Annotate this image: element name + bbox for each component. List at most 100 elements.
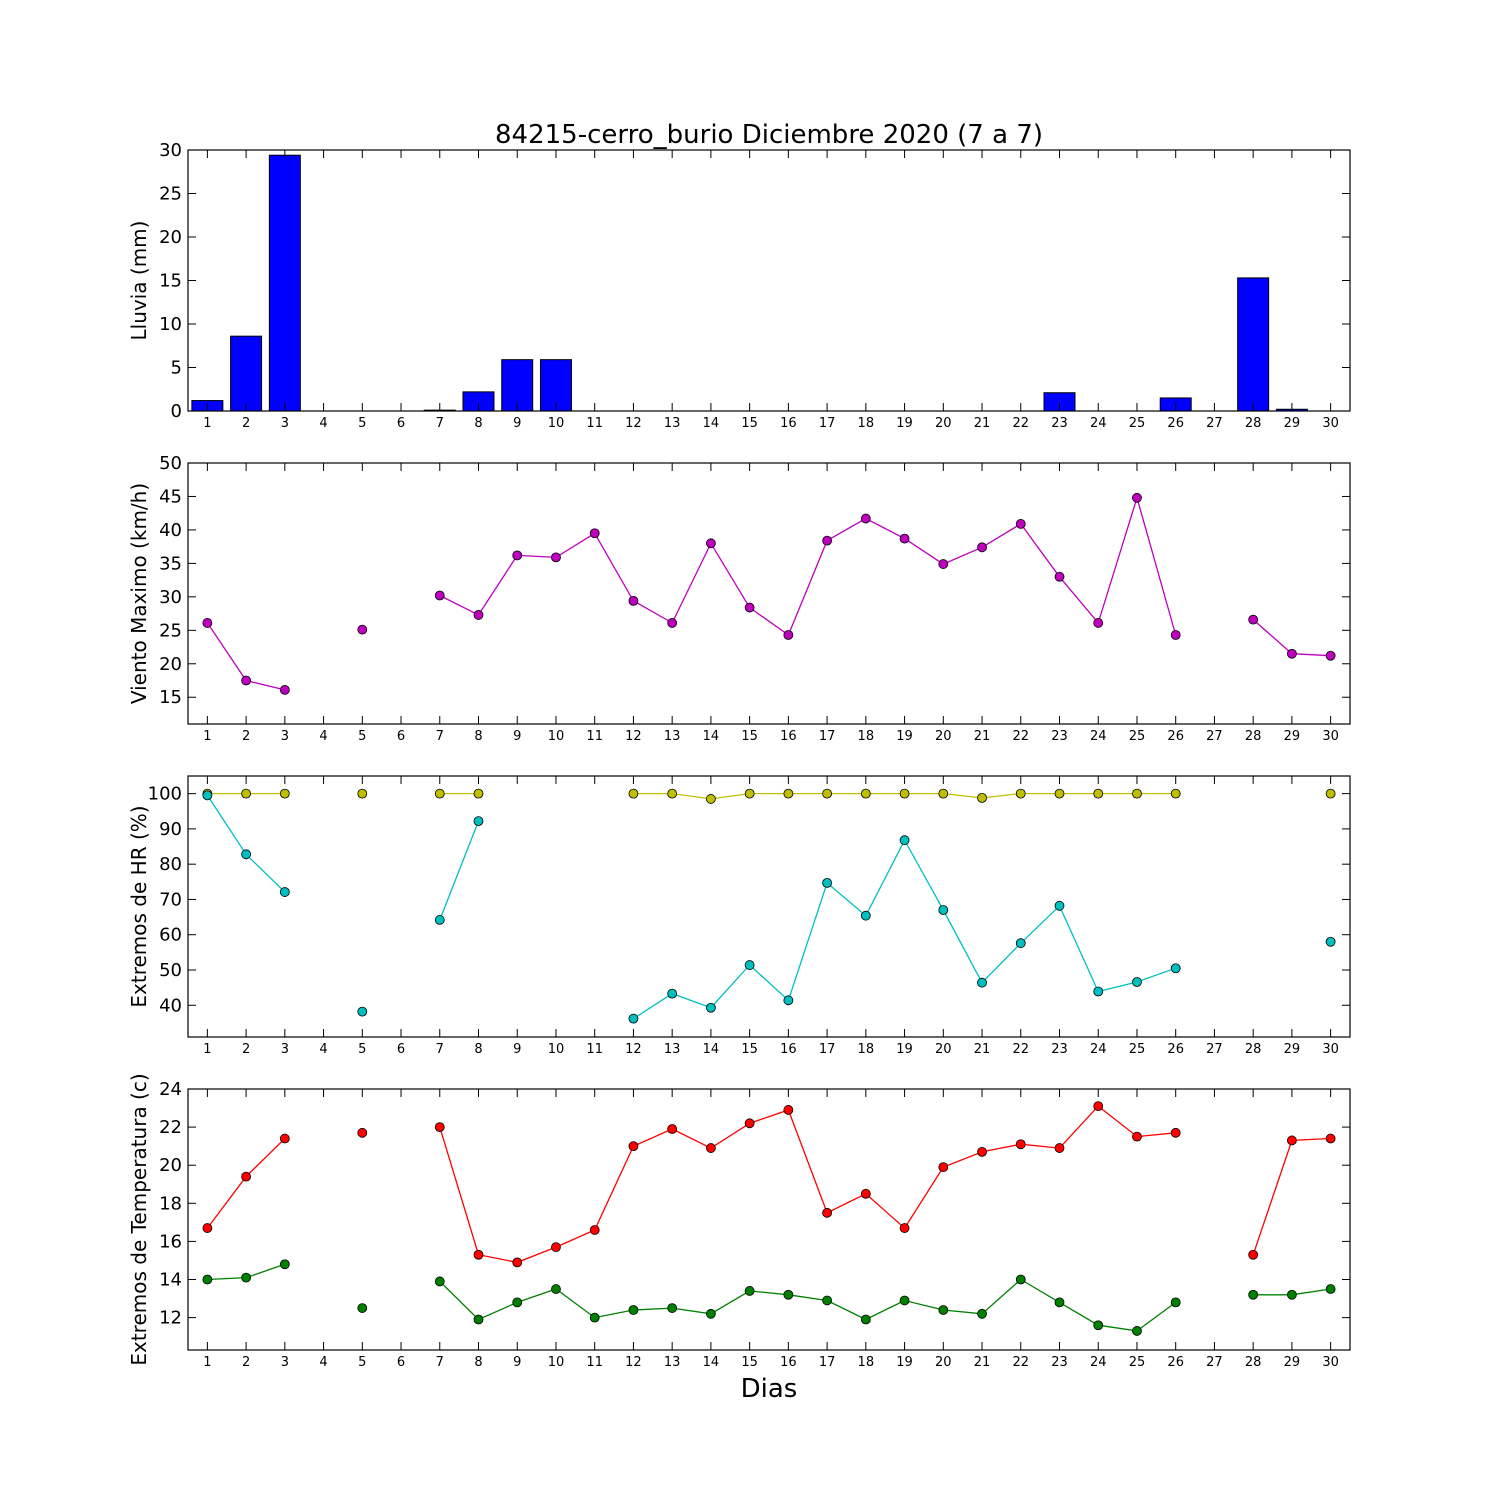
y-tick-label: 90 bbox=[159, 819, 182, 840]
x-tick-label: 13 bbox=[664, 1042, 681, 1057]
y-tick-label: 10 bbox=[159, 314, 182, 335]
y-tick-label: 15 bbox=[159, 271, 182, 292]
y-tick-label: 16 bbox=[159, 1231, 182, 1252]
x-tick-label: 21 bbox=[974, 1042, 991, 1057]
x-tick-label: 25 bbox=[1129, 1355, 1146, 1370]
series-1-point-day-26 bbox=[1170, 630, 1181, 640]
x-tick-label: 6 bbox=[397, 1042, 405, 1057]
x-tick-label: 22 bbox=[1012, 416, 1029, 431]
x-tick-label: 3 bbox=[281, 416, 289, 431]
series-1-point-day-22 bbox=[1015, 1139, 1026, 1150]
x-tick-label: 18 bbox=[858, 1042, 875, 1057]
series-1-point-day-12 bbox=[628, 788, 639, 799]
plot-frame bbox=[187, 775, 1351, 1038]
x-tick-label: 9 bbox=[513, 1042, 521, 1057]
series-1-point-day-25 bbox=[1132, 788, 1142, 799]
x-tick-label: 7 bbox=[436, 729, 444, 744]
y-tick-label: 50 bbox=[159, 453, 182, 474]
x-tick-label: 14 bbox=[703, 1042, 720, 1057]
series-1-line bbox=[439, 1105, 1176, 1264]
y-tick-label: 70 bbox=[159, 889, 182, 910]
series-2-point-day-12 bbox=[628, 1013, 639, 1024]
x-tick-label: 2 bbox=[242, 729, 250, 744]
x-tick-label: 4 bbox=[319, 729, 327, 744]
x-tick-label: 20 bbox=[935, 1355, 952, 1370]
x-tick-label: 27 bbox=[1206, 1355, 1223, 1370]
panels: 1 2 3 4 5 6 7 8 9 10 11 12 13 14 15 16 17 18 19 20 21 22 23 24 2… bbox=[127, 140, 1351, 1370]
x-tick-label: 10 bbox=[548, 1042, 565, 1057]
series-2-point-day-22 bbox=[1015, 938, 1026, 949]
y-tick-label: 0 bbox=[171, 401, 182, 422]
series-1-point-day-9 bbox=[512, 1257, 523, 1268]
x-tick-label: 12 bbox=[625, 1355, 642, 1370]
panel-3: 1 2 3 4 5 6 7 8 9 10 11 12 13 14 15 16 17 18 19 20 21 22 23 24 2… bbox=[127, 775, 1351, 1057]
series-1-point-day-17 bbox=[822, 788, 832, 799]
series-2-point-day-13 bbox=[667, 1303, 678, 1313]
series-2-point-day-16 bbox=[783, 995, 794, 1006]
series-1-point-day-3 bbox=[279, 788, 290, 799]
series-1-point-day-11 bbox=[589, 528, 600, 539]
panel-2: 1 2 3 4 5 6 7 8 9 10 11 12 13 14 15 16 17 18 19 20 21 22 23 24 2… bbox=[127, 453, 1351, 744]
x-tick-label: 6 bbox=[397, 416, 405, 431]
x-tick-label: 30 bbox=[1322, 729, 1339, 744]
y-tick-label: 40 bbox=[159, 520, 182, 541]
x-tick-label: 1 bbox=[203, 416, 211, 431]
y-tick-label: 18 bbox=[159, 1193, 182, 1214]
series-2-line bbox=[206, 795, 286, 893]
series-2-point-day-8 bbox=[473, 1314, 484, 1325]
series-2-point-day-7 bbox=[434, 915, 445, 925]
y-tick-label: 30 bbox=[159, 587, 182, 608]
y-axis-label: Extremos de Temperatura (c) bbox=[127, 1073, 151, 1365]
x-tick-label: 26 bbox=[1167, 729, 1184, 744]
series-2-point-day-30 bbox=[1325, 1284, 1336, 1294]
x-tick-label: 28 bbox=[1245, 729, 1262, 744]
x-tick-label: 21 bbox=[974, 1355, 991, 1370]
x-tick-label: 16 bbox=[780, 1355, 797, 1370]
y-tick-label: 40 bbox=[159, 995, 182, 1016]
x-tick-label: 25 bbox=[1129, 729, 1146, 744]
series-2-point-day-28 bbox=[1248, 1289, 1259, 1300]
series-1-point-day-16 bbox=[783, 630, 794, 640]
series-2-point-day-1 bbox=[202, 1274, 213, 1285]
series-1-point-day-26 bbox=[1170, 1127, 1181, 1138]
x-tick-label: 6 bbox=[397, 1355, 405, 1370]
series-1-point-day-7 bbox=[434, 1122, 445, 1133]
series-2-line bbox=[439, 820, 480, 921]
x-tick-label: 3 bbox=[281, 1355, 289, 1370]
series-1-point-day-21 bbox=[977, 792, 987, 803]
y-tick-label: 12 bbox=[159, 1308, 182, 1329]
series-2-point-day-7 bbox=[434, 1276, 445, 1287]
x-tick-label: 10 bbox=[548, 729, 565, 744]
series-1-point-day-5 bbox=[357, 1127, 368, 1138]
x-tick-label: 24 bbox=[1090, 1355, 1107, 1370]
x-tick-label: 5 bbox=[358, 1042, 366, 1057]
series-1-point-day-13 bbox=[667, 1124, 678, 1134]
series-2-point-day-11 bbox=[589, 1312, 600, 1323]
x-tick-label: 20 bbox=[935, 729, 952, 744]
series-1-point-day-17 bbox=[822, 535, 832, 546]
x-tick-label: 11 bbox=[586, 416, 603, 431]
x-tick-label: 28 bbox=[1245, 416, 1262, 431]
x-tick-label: 9 bbox=[513, 416, 521, 431]
x-tick-label: 26 bbox=[1167, 416, 1184, 431]
series-2-line bbox=[439, 1278, 1177, 1332]
series-2-point-day-5 bbox=[357, 1303, 368, 1313]
series-2-point-day-16 bbox=[783, 1289, 794, 1300]
y-tick-label: 15 bbox=[159, 687, 182, 708]
x-tick-label: 15 bbox=[741, 416, 758, 431]
series-2-point-day-26 bbox=[1170, 1297, 1181, 1308]
series-2-point-day-2 bbox=[241, 849, 252, 860]
series-1-point-day-22 bbox=[1015, 788, 1026, 799]
x-tick-label: 28 bbox=[1245, 1042, 1262, 1057]
x-tick-label: 29 bbox=[1284, 416, 1301, 431]
series-1-point-day-5 bbox=[357, 788, 368, 799]
series-2-point-day-3 bbox=[279, 887, 290, 897]
x-tick-label: 19 bbox=[896, 1355, 913, 1370]
series-2-point-day-23 bbox=[1054, 1297, 1065, 1308]
series-1-point-day-7 bbox=[434, 590, 445, 601]
series-2-point-day-17 bbox=[822, 1295, 832, 1306]
series-1-line bbox=[439, 495, 1177, 637]
x-tick-label: 17 bbox=[819, 416, 836, 431]
series-2-point-day-14 bbox=[706, 1308, 716, 1319]
series-1-point-day-15 bbox=[744, 1118, 755, 1129]
